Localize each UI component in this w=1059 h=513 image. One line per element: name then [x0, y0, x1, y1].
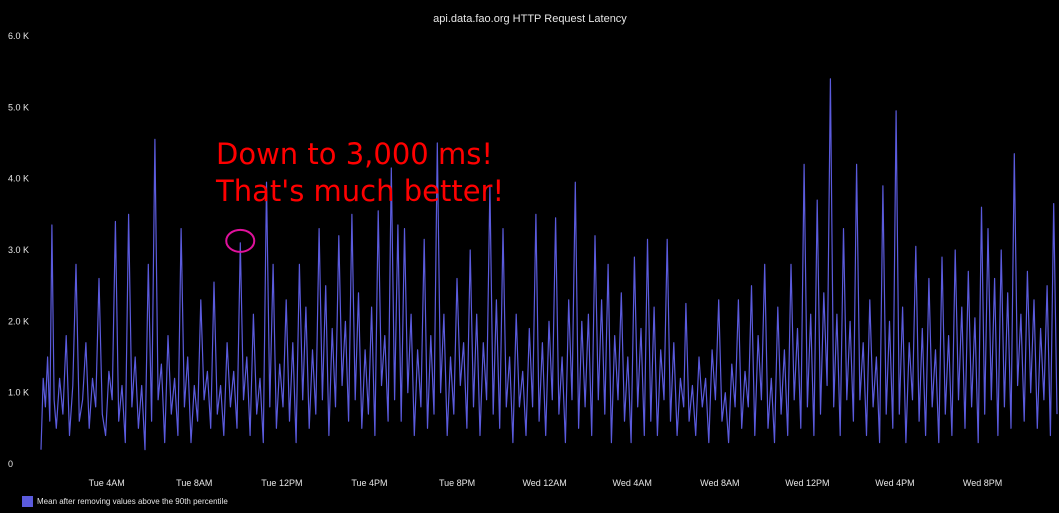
- annotation-group: Down to 3,000 ms! That's much better!: [215, 137, 504, 253]
- series-line: [40, 78, 1058, 451]
- y-tick-label: 6.0 K: [8, 31, 29, 41]
- x-tick-label: Wed 12PM: [785, 478, 829, 488]
- y-tick-label: 3.0 K: [8, 245, 29, 255]
- y-axis: 0 1.0 K 2.0 K 3.0 K 4.0 K 5.0 K 6.0 K: [8, 31, 29, 469]
- x-tick-label: Tue 12PM: [261, 478, 302, 488]
- x-tick-label: Tue 4AM: [89, 478, 125, 488]
- x-tick-label: Tue 8AM: [176, 478, 212, 488]
- legend-swatch: [22, 496, 33, 507]
- x-tick-label: Wed 12AM: [522, 478, 566, 488]
- y-tick-label: 1.0 K: [8, 388, 29, 398]
- x-tick-label: Tue 4PM: [351, 478, 387, 488]
- annotation-text-line-1: Down to 3,000 ms!: [216, 137, 493, 171]
- y-tick-label: 4.0 K: [8, 174, 29, 184]
- legend-label: Mean after removing values above the 90t…: [37, 497, 228, 506]
- x-tick-label: Wed 4PM: [875, 478, 914, 488]
- chart-title: api.data.fao.org HTTP Request Latency: [433, 13, 627, 25]
- y-tick-label: 2.0 K: [8, 316, 29, 326]
- y-tick-label: 5.0 K: [8, 102, 29, 112]
- legend: Mean after removing values above the 90t…: [22, 496, 228, 507]
- annotation-text-line-2: That's much better!: [215, 174, 504, 208]
- annotation-circle: [225, 228, 256, 253]
- x-tick-label: Wed 8PM: [963, 478, 1002, 488]
- x-tick-label: Wed 8AM: [700, 478, 739, 488]
- y-tick-label: 0: [8, 459, 13, 469]
- x-tick-label: Tue 8PM: [439, 478, 475, 488]
- x-tick-label: Wed 4AM: [613, 478, 652, 488]
- plot-area: [40, 78, 1058, 451]
- x-axis: Tue 4AM Tue 8AM Tue 12PM Tue 4PM Tue 8PM Wed …: [89, 478, 1003, 488]
